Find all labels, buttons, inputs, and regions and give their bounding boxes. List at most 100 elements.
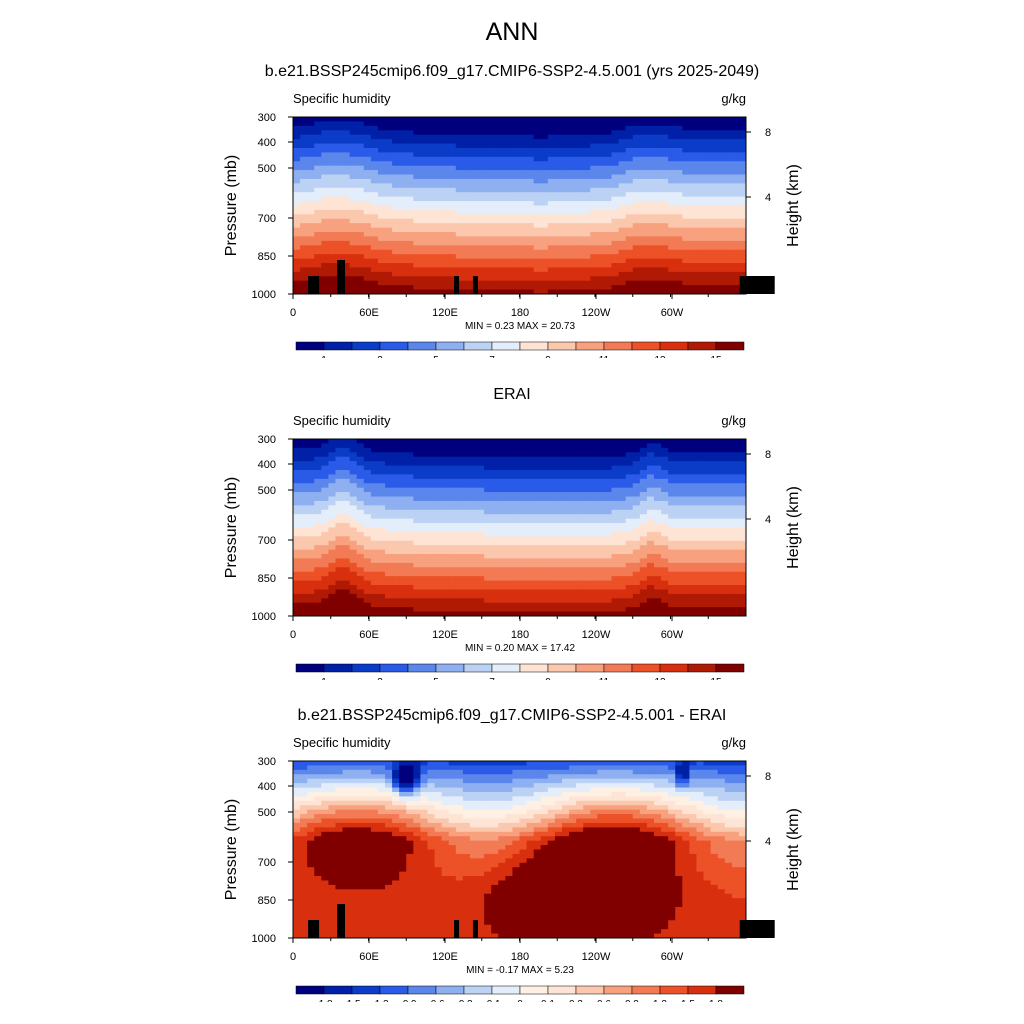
- contour-cell: [399, 514, 407, 520]
- contour-cell: [469, 170, 478, 176]
- contour-cell: [554, 567, 563, 573]
- contour-cell: [321, 527, 329, 533]
- contour-cell: [703, 558, 712, 564]
- contour-cell: [625, 500, 634, 506]
- contour-cell: [349, 280, 358, 286]
- contour-cell: [526, 183, 535, 189]
- contour-cell: [554, 461, 563, 467]
- contour-cell: [668, 461, 676, 467]
- contour-cell: [646, 236, 655, 242]
- contour-cell: [682, 540, 690, 546]
- contour-cell: [377, 505, 386, 511]
- contour-cell: [392, 562, 400, 568]
- contour-cell: [427, 500, 436, 506]
- contour-cell: [561, 227, 570, 233]
- contour-cell: [590, 280, 598, 286]
- contour-cell: [342, 523, 351, 529]
- contour-cell: [377, 218, 386, 224]
- contour-cell: [427, 271, 436, 277]
- contour-cell: [682, 523, 690, 529]
- contour-cell: [738, 178, 746, 184]
- contour-cell: [448, 174, 457, 180]
- contour-cell: [469, 439, 478, 445]
- contour-cell: [597, 540, 606, 546]
- contour-cell: [597, 205, 606, 211]
- contour-cell: [526, 156, 535, 162]
- contour-cell: [392, 254, 400, 260]
- contour-cell: [547, 183, 556, 189]
- contour-cell: [554, 205, 563, 211]
- contour-cell: [300, 496, 308, 502]
- contour-cell: [321, 567, 329, 573]
- contour-cell: [370, 527, 379, 533]
- contour-cell: [547, 227, 556, 233]
- contour-cell: [682, 456, 690, 462]
- contour-cell: [293, 218, 301, 224]
- contour-cell: [335, 196, 344, 202]
- contour-cell: [307, 514, 315, 520]
- contour-cell: [434, 483, 443, 489]
- contour-cell: [399, 523, 407, 529]
- contour-cell: [420, 267, 429, 273]
- contour-cell: [392, 249, 400, 255]
- contour-cell: [724, 196, 733, 202]
- contour-cell: [632, 589, 641, 595]
- contour-cell: [653, 593, 662, 599]
- contour-cell: [731, 540, 740, 546]
- contour-cell: [427, 227, 436, 233]
- contour-cell: [293, 549, 301, 555]
- contour-cell: [717, 589, 726, 595]
- contour-cell: [321, 174, 329, 180]
- contour-cell: [561, 117, 570, 123]
- contour-cell: [646, 161, 655, 167]
- contour-cell: [477, 483, 485, 489]
- contour-cell: [703, 509, 712, 515]
- contour-cell: [469, 598, 478, 604]
- contour-cell: [611, 245, 620, 251]
- contour-cell: [469, 152, 478, 158]
- colorbar-box: [659, 341, 689, 351]
- contour-cell: [448, 452, 457, 458]
- contour-cell: [738, 240, 746, 246]
- contour-cell: [406, 527, 414, 533]
- contour-cell: [604, 209, 613, 215]
- contour-cell: [363, 249, 372, 255]
- contour-cell: [597, 214, 606, 220]
- contour-cell: [356, 456, 365, 462]
- contour-cell: [469, 483, 478, 489]
- contour-cell: [370, 263, 379, 269]
- contour-cell: [717, 117, 726, 123]
- contour-cell: [583, 156, 591, 162]
- contour-cell: [399, 540, 407, 546]
- contour-cell: [738, 478, 746, 484]
- contour-cell: [738, 170, 746, 176]
- contour-cell: [328, 589, 337, 595]
- contour-cell: [639, 289, 648, 294]
- contour-cell: [363, 500, 372, 506]
- contour-cell: [576, 576, 584, 582]
- contour-cell: [597, 280, 606, 286]
- contour-cell: [731, 496, 740, 502]
- contour-cell: [682, 143, 690, 149]
- contour-cell: [462, 245, 471, 251]
- contour-cell: [342, 214, 351, 220]
- contour-cell: [689, 447, 698, 453]
- contour-cell: [561, 571, 570, 577]
- contour-cell: [363, 125, 372, 131]
- contour-cell: [512, 196, 521, 202]
- contour-cell: [703, 214, 712, 220]
- contour-cell: [731, 134, 740, 140]
- contour-cell: [300, 585, 308, 591]
- contour-cell: [604, 125, 613, 131]
- contour-cell: [618, 531, 627, 537]
- contour-cell: [335, 487, 344, 493]
- contour-cell: [533, 218, 542, 224]
- contour-cell: [519, 214, 528, 220]
- contour-cell: [321, 196, 329, 202]
- contour-cell: [625, 465, 634, 471]
- contour-cell: [639, 218, 648, 224]
- contour-cell: [668, 456, 676, 462]
- contour-cell: [526, 456, 535, 462]
- contour-cell: [576, 452, 584, 458]
- contour-cell: [590, 474, 598, 480]
